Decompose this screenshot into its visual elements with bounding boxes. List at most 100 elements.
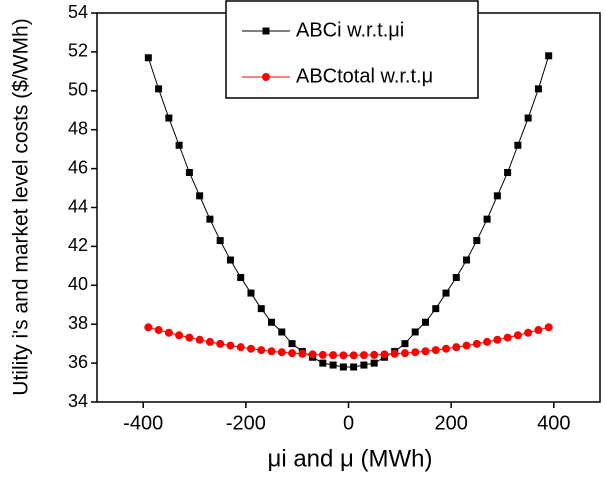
point (442, 344, 451, 353)
point (236, 343, 245, 352)
point (411, 348, 420, 357)
point (360, 361, 368, 369)
point (196, 192, 204, 200)
y-axis-label: Utility i's and market level costs ($/WM… (10, 18, 33, 395)
x-tick-label: -200 (226, 412, 266, 434)
point (390, 349, 399, 358)
point (175, 141, 183, 149)
point (380, 350, 389, 359)
point (144, 323, 153, 332)
point (544, 323, 553, 332)
point (144, 54, 152, 62)
point (504, 168, 512, 176)
point (411, 328, 419, 336)
point (298, 349, 307, 358)
point (329, 351, 338, 360)
y-tick-label: 52 (68, 41, 88, 61)
point (421, 318, 429, 326)
x-tick-label: 200 (434, 412, 467, 434)
point (288, 349, 297, 358)
point (267, 347, 276, 356)
point (278, 328, 286, 336)
point (432, 305, 440, 313)
point (514, 141, 522, 149)
legend-label: ABCtotal w.r.t.μ (296, 65, 433, 87)
point (216, 339, 225, 348)
y-tick-label: 38 (68, 313, 88, 333)
point (462, 341, 471, 350)
point (195, 335, 204, 344)
point (257, 305, 265, 313)
legend-box (225, 0, 479, 99)
point (237, 274, 245, 282)
point (359, 351, 368, 360)
point (165, 114, 173, 122)
point (513, 331, 522, 340)
point (431, 346, 440, 355)
point (308, 350, 317, 359)
point (226, 256, 234, 264)
point (246, 344, 255, 353)
point (185, 168, 193, 176)
x-tick-label: -400 (123, 412, 163, 434)
x-tick-label: 400 (537, 412, 570, 434)
point (277, 348, 286, 357)
series-line (147, 55, 550, 368)
point (370, 359, 378, 367)
y-tick-label: 40 (68, 274, 88, 294)
legend-marker (262, 73, 270, 81)
point (493, 335, 502, 344)
x-axis-label: μi and μ (MWh) (267, 445, 432, 472)
point (534, 85, 542, 93)
point (339, 363, 347, 371)
point (350, 363, 358, 371)
point (329, 361, 337, 369)
y-tick-label: 36 (68, 352, 88, 372)
point (175, 331, 184, 340)
point (247, 289, 255, 297)
point (442, 289, 450, 297)
point (452, 274, 460, 282)
point (205, 337, 214, 346)
point (472, 339, 481, 348)
point (216, 237, 224, 245)
y-tick-label: 48 (68, 118, 88, 138)
point (318, 350, 327, 359)
legend-label: ABCi w.r.t.μi (296, 19, 404, 41)
point (319, 359, 327, 367)
point (483, 215, 491, 223)
point (503, 333, 512, 342)
point (401, 340, 409, 348)
point (268, 318, 276, 326)
point (257, 346, 266, 355)
y-tick-label: 54 (68, 2, 88, 22)
point (483, 337, 492, 346)
point (524, 328, 533, 337)
y-tick-label: 42 (68, 235, 88, 255)
legend-marker (262, 27, 270, 35)
y-tick-label: 44 (68, 196, 88, 216)
point (288, 340, 296, 348)
series-line (148, 326, 549, 356)
point (463, 256, 471, 264)
point (349, 351, 358, 360)
point (545, 52, 553, 60)
point (524, 114, 532, 122)
x-tick-label: 0 (343, 412, 354, 434)
point (185, 333, 194, 342)
point (473, 237, 481, 245)
point (400, 349, 409, 358)
y-tick-label: 34 (68, 391, 88, 411)
y-tick-label: 50 (68, 80, 88, 100)
point (421, 347, 430, 356)
point (226, 341, 235, 350)
point (534, 326, 543, 335)
point (154, 326, 163, 335)
point (155, 85, 163, 93)
y-tick-label: 46 (68, 157, 88, 177)
point (452, 343, 461, 352)
point (493, 192, 501, 200)
point (164, 328, 173, 337)
point (339, 351, 348, 360)
